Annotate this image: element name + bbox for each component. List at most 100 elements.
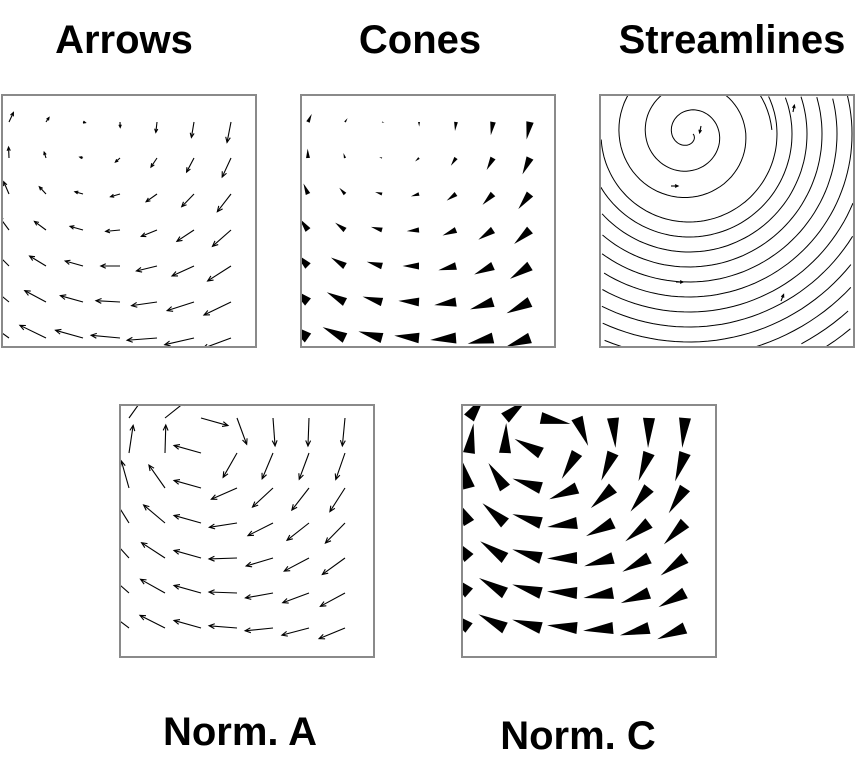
cone-glyph-41	[506, 297, 533, 314]
norm-a-glyph-36	[140, 578, 166, 594]
arrow-glyph-46-head	[125, 336, 133, 343]
norm-a-glyph-21	[121, 509, 130, 524]
norm-a-glyph-31-head	[207, 555, 215, 562]
arrow-glyph-17	[110, 193, 121, 198]
norm-a-glyph-44-head	[172, 619, 181, 625]
norm-c-glyph-5	[643, 417, 655, 448]
norm-a-glyph-11	[261, 452, 274, 480]
arrow-glyph-33	[171, 265, 195, 277]
norm-a-glyph-7	[128, 425, 134, 454]
norm-a-glyph-41-head	[319, 601, 327, 607]
arrow-glyph-26	[176, 229, 195, 242]
arrow-glyph-45	[91, 334, 121, 339]
arrow-glyph-34-head	[206, 275, 214, 282]
cone-glyph-4	[454, 121, 458, 131]
norm-a-glyph-24	[209, 522, 238, 528]
arrow-glyph-32-head	[135, 267, 143, 273]
arrow-glyph-33-head	[170, 271, 179, 277]
arrow-glyph-36	[24, 290, 47, 303]
norm-c-glyph-31	[547, 552, 578, 564]
arrows-panel	[1, 94, 257, 348]
norm-c-glyph-20	[668, 484, 691, 514]
arrow-glyph-14-head	[3, 180, 8, 187]
arrow-glyph-28	[3, 259, 10, 267]
arrow-glyph-30-head	[63, 259, 71, 265]
norm-a-glyph-5-head	[305, 440, 312, 448]
cone-glyph-14	[303, 183, 311, 195]
norm-a-glyph-19-head	[291, 504, 298, 512]
norm-a-glyph-3-head	[242, 438, 248, 446]
norm-a-glyph-33-head	[283, 566, 291, 572]
arrow-glyph-48	[207, 337, 232, 346]
arrow-glyph-47-head	[163, 340, 171, 346]
norm-a-glyph-34-head	[321, 568, 329, 576]
arrow-glyph-11	[150, 157, 158, 168]
arrow-glyph-21	[3, 221, 10, 231]
norm-a-glyph-3	[236, 417, 248, 445]
streamlines-field	[601, 96, 853, 346]
cone-glyph-5	[490, 121, 496, 136]
norm-a-glyph-48-head	[317, 633, 326, 640]
norm-a-field	[121, 406, 346, 640]
arrow-glyph-12-head	[185, 167, 191, 174]
norm-c-glyph-24	[547, 517, 578, 529]
norm-a-glyph-8-head	[162, 423, 169, 431]
arrow-glyph-15-head	[38, 185, 43, 191]
norm-a-glyph-32	[246, 557, 274, 567]
norm-c-glyph-10	[561, 449, 583, 479]
cone-glyph-13	[522, 156, 534, 175]
norm-a-glyph-16-head	[172, 479, 181, 485]
norm-a-glyph-47-head	[280, 630, 288, 637]
arrow-glyph-37-head	[59, 294, 67, 300]
arrow-glyph-43-head	[18, 324, 26, 331]
norm-a-glyph-33	[283, 557, 310, 572]
arrow-glyph-44	[55, 329, 84, 339]
norm-c-glyph-22	[482, 503, 509, 528]
norm-c-panel	[461, 404, 717, 658]
cone-glyph-10	[415, 157, 420, 162]
norm-a-glyph-34	[322, 557, 346, 575]
arrow-glyph-22-head	[33, 220, 40, 226]
arrow-glyph-5	[190, 121, 195, 138]
norm-c-glyph-42	[463, 618, 473, 633]
norm-a-glyph-5	[307, 417, 310, 447]
norm-a-glyph-17	[211, 487, 238, 500]
arrow-glyph-45-head	[89, 332, 97, 339]
norm-a-glyph-39-head	[244, 594, 252, 600]
cone-glyph-29	[330, 257, 347, 269]
arrow-glyph-8-head	[43, 150, 47, 156]
norm-a-glyph-19	[291, 487, 310, 511]
arrow-glyph-20-head	[216, 205, 223, 213]
cone-glyph-16	[375, 192, 383, 196]
cone-glyph-38	[398, 297, 420, 307]
norm-c-glyph-2	[539, 412, 571, 424]
arrow-glyph-19-head	[180, 201, 187, 208]
arrow-glyph-5-head	[189, 132, 195, 139]
cone-glyph-11	[450, 156, 458, 166]
arrow-glyph-41	[203, 301, 232, 316]
arrow-glyph-40	[166, 301, 195, 312]
cones-title: Cones	[358, 18, 482, 62]
norm-a-glyph-15-head	[148, 463, 155, 472]
norm-c-glyph-11	[601, 450, 619, 481]
streamline-9	[604, 287, 852, 346]
cone-glyph-43	[322, 327, 348, 343]
norm-a-glyph-25	[247, 522, 274, 537]
norm-c-glyph-3	[571, 415, 589, 446]
cone-glyph-32	[438, 262, 457, 271]
norm-c-glyph-6	[679, 417, 691, 448]
norm-c-glyph-15	[488, 462, 511, 492]
norm-a-glyph-28	[121, 548, 130, 559]
arrow-glyph-37	[60, 295, 84, 303]
norm-a-glyph-37	[173, 584, 202, 594]
norm-a-glyph-16	[173, 479, 202, 489]
norm-c-glyph-23	[512, 514, 543, 529]
arrows-title: Arrows	[55, 18, 193, 62]
cones-panel	[300, 94, 556, 348]
norm-c-glyph-9	[514, 438, 544, 459]
norm-a-glyph-45	[209, 625, 238, 629]
cone-glyph-47	[467, 332, 495, 344]
arrow-glyph-38	[95, 300, 121, 303]
norm-c-glyph-47	[619, 622, 651, 636]
arrows-field	[3, 111, 232, 346]
